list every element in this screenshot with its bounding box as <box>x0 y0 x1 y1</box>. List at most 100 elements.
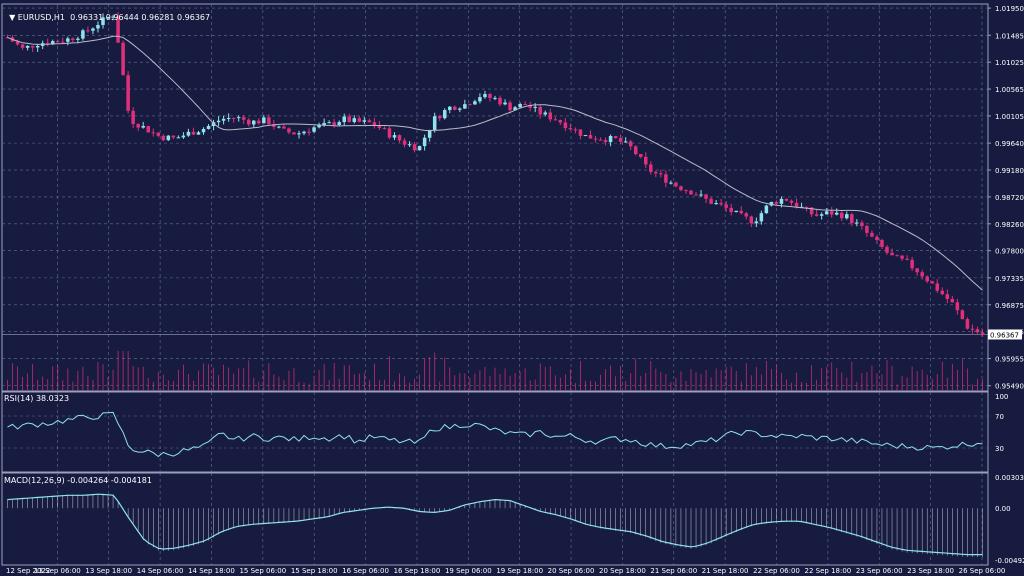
candle-body <box>126 75 130 111</box>
candle-body <box>377 124 382 128</box>
candle-body <box>608 135 613 143</box>
rsi-panel[interactable] <box>7 411 983 458</box>
candle-body <box>186 131 191 136</box>
candle-body <box>307 131 311 133</box>
candle-body <box>649 164 653 172</box>
price-candles[interactable] <box>5 12 985 337</box>
candle-body <box>970 328 975 330</box>
panel-border <box>1 391 989 473</box>
candle-body <box>930 281 934 284</box>
macd-tick-label: 0.00 <box>995 505 1011 513</box>
time-label: 19 Sep 06:00 <box>445 567 492 575</box>
candle-body <box>764 205 769 214</box>
candle-body <box>352 118 357 122</box>
candle-body <box>945 294 950 299</box>
candle-body <box>141 125 145 128</box>
candle-body <box>508 102 512 111</box>
candle-body <box>196 132 201 135</box>
dropdown-triangle-icon[interactable]: ▼ <box>9 13 18 22</box>
candle-body <box>151 132 156 134</box>
candle-body <box>834 212 839 215</box>
candle-body <box>955 302 960 311</box>
candle-body <box>593 138 598 140</box>
time-label: 21 Sep 18:00 <box>702 567 749 575</box>
candle-body <box>538 106 542 115</box>
current-price-tag <box>988 329 1022 340</box>
candle-body <box>659 173 663 175</box>
time-label: 12 Sep 2022 <box>6 567 50 575</box>
candle-body <box>91 28 95 31</box>
candle-body <box>719 203 723 205</box>
candle-body <box>573 129 578 131</box>
candle-body <box>317 124 321 128</box>
price-tick-label: 1.00565 <box>995 86 1024 94</box>
candle-body <box>784 198 789 201</box>
candle-body <box>804 206 809 208</box>
candle-body <box>35 45 40 48</box>
time-label: 14 Sep 06:00 <box>137 567 184 575</box>
price-tick-label: 0.97335 <box>995 275 1024 283</box>
candle-body <box>201 128 206 133</box>
price-tick-label: 0.96875 <box>995 302 1024 310</box>
candle-body <box>453 106 457 110</box>
candle-body <box>30 45 35 48</box>
candle-body <box>809 207 814 215</box>
time-label: 23 Sep 06:00 <box>856 567 903 575</box>
candle-body <box>885 246 889 253</box>
candle-body <box>417 146 422 151</box>
time-label: 15 Sep 18:00 <box>291 567 338 575</box>
time-label: 16 Sep 18:00 <box>394 567 441 575</box>
time-label: 13 Sep 18:00 <box>85 567 132 575</box>
candle-body <box>282 126 286 129</box>
candle-body <box>850 214 854 224</box>
time-label: 14 Sep 18:00 <box>188 567 235 575</box>
price-tick-label: 0.95955 <box>995 356 1024 364</box>
time-label: 20 Sep 06:00 <box>548 567 595 575</box>
price-tick-label: 0.99640 <box>995 140 1024 148</box>
candle-body <box>221 118 226 121</box>
time-label: 16 Sep 06:00 <box>342 567 389 575</box>
candle-body <box>578 129 583 136</box>
candle-body <box>734 210 738 213</box>
candle-body <box>533 106 537 108</box>
candle-body <box>980 332 985 335</box>
candle-body <box>960 310 965 320</box>
candle-body <box>689 190 693 195</box>
candle-body <box>402 140 407 145</box>
candle-body <box>845 214 849 219</box>
candle-body <box>553 119 558 121</box>
candle-body <box>272 124 276 127</box>
candle-body <box>432 116 437 130</box>
candle-body <box>669 182 673 184</box>
candle-body <box>252 120 256 125</box>
candle-body <box>900 255 904 259</box>
candle-body <box>427 129 432 138</box>
candle-body <box>206 126 211 129</box>
candle-body <box>478 97 482 102</box>
symbol-header: ▼ EURUSD,H1 0.96331 0.96444 0.96281 0.96… <box>4 4 210 22</box>
candle-body <box>61 41 65 43</box>
candle-body <box>362 120 367 122</box>
candle-body <box>694 194 698 196</box>
candle-body <box>372 122 377 125</box>
candle-body <box>935 283 940 291</box>
time-label: 26 Sep 06:00 <box>959 567 1006 575</box>
time-label: 13 Sep 06:00 <box>34 567 81 575</box>
price-tick-label: 1.00105 <box>995 113 1024 121</box>
rsi-line <box>7 411 983 458</box>
candle-body <box>71 38 75 40</box>
candle-body <box>437 116 442 119</box>
current-price-label: 0.96367 <box>990 331 1019 339</box>
price-tick-label: 0.95490 <box>995 383 1024 391</box>
candle-body <box>709 198 713 204</box>
candle-body <box>498 97 502 105</box>
candle-body <box>96 24 100 29</box>
candle-body <box>322 122 326 125</box>
candle-body <box>543 112 548 115</box>
chart-axes: 1.01950 1.01485 1.01025 1.00565 1.00105 0.996… <box>6 5 1024 575</box>
volume-bars <box>7 351 983 391</box>
candle-body <box>548 112 553 120</box>
macd-panel[interactable] <box>7 493 983 558</box>
candle-body <box>563 122 568 129</box>
